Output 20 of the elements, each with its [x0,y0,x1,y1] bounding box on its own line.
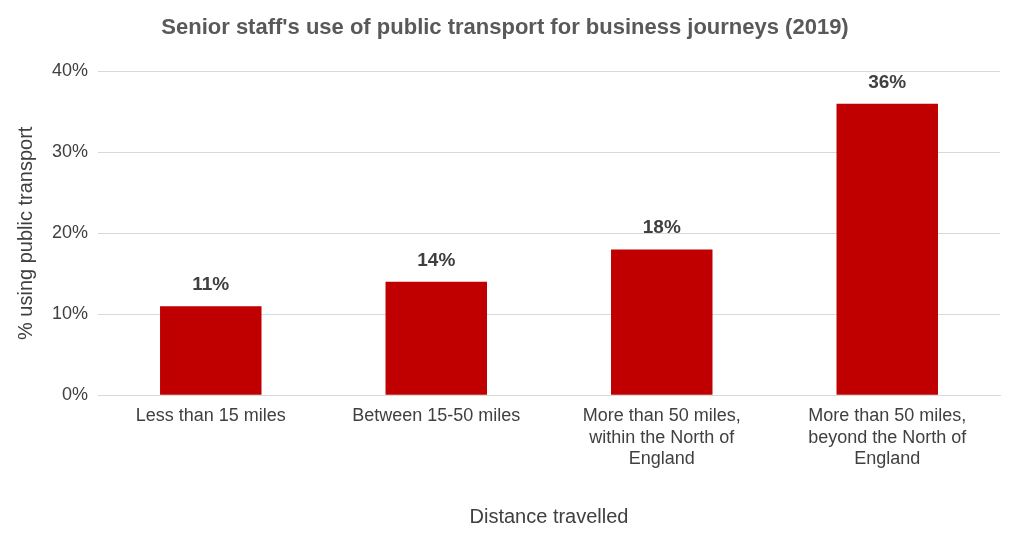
bar [385,281,487,395]
bar [160,306,262,395]
x-tick-label: More than 50 miles, beyond the North of England [808,404,968,469]
data-label: 18% [642,216,681,238]
x-axis-title: Distance travelled [469,504,629,527]
bar [611,249,713,395]
y-tick-label: 30% [52,141,89,162]
y-tick-label: 10% [52,303,89,324]
y-tick-label: 20% [52,222,89,243]
bar [836,103,938,395]
x-tick-label: More than 50 miles, within the North of England [582,404,741,469]
x-tick-label: Less than 15 miles [135,404,286,425]
data-label: 36% [868,70,907,92]
y-axis-title: % using public transport [13,126,36,341]
x-tick-label: Between 15-50 miles [352,404,521,425]
data-label: 14% [417,248,456,270]
y-tick-label: 0% [62,384,89,405]
chart-title: Senior staff's use of public transport for business journeys (2019) [161,14,849,40]
data-label: 11% [192,272,230,294]
y-tick-label: 40% [52,60,89,81]
